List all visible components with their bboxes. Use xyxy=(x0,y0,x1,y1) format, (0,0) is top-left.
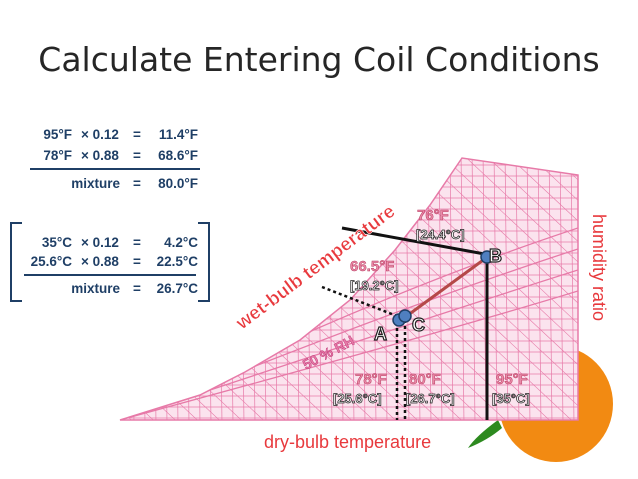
grid-wet-bulb-line xyxy=(457,158,578,420)
calc-c-temp-1: 35°C xyxy=(41,235,72,250)
calc-c-eq-2: = xyxy=(133,254,141,269)
calc-f-result-2: 68.6°F xyxy=(158,148,198,163)
wb-c-c-label: [19.2°C] xyxy=(350,278,399,293)
point-b-label: B xyxy=(489,246,502,266)
grid-dry-bulb-line xyxy=(185,158,190,420)
grid-wet-bulb-line xyxy=(120,158,363,420)
dry-bulb-axis-label: dry-bulb temperature xyxy=(264,432,431,452)
grid-dry-bulb-line xyxy=(570,158,575,420)
grid-dry-bulb-line xyxy=(196,158,201,420)
grid-dry-bulb-line xyxy=(504,158,509,420)
grid-dry-bulb-line xyxy=(120,158,124,420)
calc-f-temp-1: 95°F xyxy=(43,127,72,142)
calc-c-mixture-label: mixture xyxy=(71,281,120,296)
grid-dry-bulb-line xyxy=(130,158,135,420)
db-c-c-label: [26.7°C] xyxy=(406,391,455,406)
calc-c-mixture-eq: = xyxy=(133,281,141,296)
calc-c-mixture-value: 26.7°C xyxy=(156,281,198,296)
grid-wet-bulb-line xyxy=(120,158,121,420)
calc-f-mixture-eq: = xyxy=(133,176,141,191)
grid-wet-bulb-line xyxy=(391,158,578,420)
mixing-line xyxy=(403,256,487,320)
grid-dry-bulb-line xyxy=(163,158,168,420)
wet-bulb-line-b xyxy=(341,226,491,257)
grid-wet-bulb-line xyxy=(120,158,209,420)
grid-dry-bulb-line xyxy=(152,158,157,420)
grid-dry-bulb-line xyxy=(460,158,465,420)
grid-dry-bulb-line xyxy=(141,158,146,420)
calc-c-rule xyxy=(24,274,196,276)
grid-wet-bulb-line xyxy=(501,158,578,420)
point-c-marker xyxy=(398,309,412,323)
wet-bulb-line-c xyxy=(321,285,403,320)
calc-c-op-2: × 0.88 xyxy=(81,254,119,269)
point-b-marker xyxy=(480,250,494,264)
point-c-label: C xyxy=(412,315,425,335)
calc-c-result-2: 22.5°C xyxy=(156,254,198,269)
grid-dry-bulb-line xyxy=(548,158,553,420)
db-b-c-label: [35°C] xyxy=(492,391,530,406)
calc-c-eq-1: = xyxy=(133,235,141,250)
bracket-left xyxy=(10,222,22,302)
grid-dry-bulb-line xyxy=(526,158,531,420)
leaf-icon xyxy=(468,420,502,448)
grid-dry-bulb-line xyxy=(174,158,179,420)
grid-wet-bulb-line xyxy=(413,158,578,420)
calc-f-eq-2: = xyxy=(133,148,141,163)
db-b-f-label: 95°F xyxy=(496,371,528,388)
calc-f-eq-1: = xyxy=(133,127,141,142)
calc-f-result-1: 11.4°F xyxy=(158,127,198,142)
calc-c-temp-2: 25.6°C xyxy=(30,254,72,269)
grid-dry-bulb-line xyxy=(207,158,212,420)
grid-wet-bulb-line xyxy=(120,158,143,420)
wb-c-f-label: 66.5°F xyxy=(350,258,394,275)
grid-dry-bulb-line xyxy=(438,158,443,420)
calc-c-op-1: × 0.12 xyxy=(81,235,119,250)
calc-f-temp-2: 78°F xyxy=(43,148,72,163)
wb-b-f-label: 76°F xyxy=(417,207,449,224)
humidity-axis-label: humidity ratio xyxy=(589,214,609,321)
grid-wet-bulb-line xyxy=(435,158,578,420)
calc-f-op-1: × 0.12 xyxy=(81,127,119,142)
grid-rh-curve xyxy=(120,290,578,420)
calc-f-mixture-value: 80.0°F xyxy=(158,176,198,191)
db-c-f-label: 80°F xyxy=(409,371,441,388)
calc-f-rule xyxy=(30,168,200,170)
db-a-f-label: 78°F xyxy=(355,371,387,388)
grid-wet-bulb-line xyxy=(523,158,578,420)
grid-wet-bulb-line xyxy=(120,158,187,420)
grid-wet-bulb-line xyxy=(120,158,165,420)
bracket-right xyxy=(198,222,210,302)
grid-wet-bulb-line xyxy=(479,158,578,420)
grid-wet-bulb-line xyxy=(612,150,638,430)
calc-f-op-2: × 0.88 xyxy=(81,148,119,163)
wb-b-c-label: [24.4°C] xyxy=(416,227,465,242)
db-a-c-label: [25.6°C] xyxy=(333,391,382,406)
grid-wet-bulb-line xyxy=(120,158,231,420)
calc-f-mixture-label: mixture xyxy=(71,176,120,191)
page-title: Calculate Entering Coil Conditions xyxy=(38,40,600,79)
point-a-label: A xyxy=(374,324,387,344)
calc-c-result-1: 4.2°C xyxy=(164,235,198,250)
